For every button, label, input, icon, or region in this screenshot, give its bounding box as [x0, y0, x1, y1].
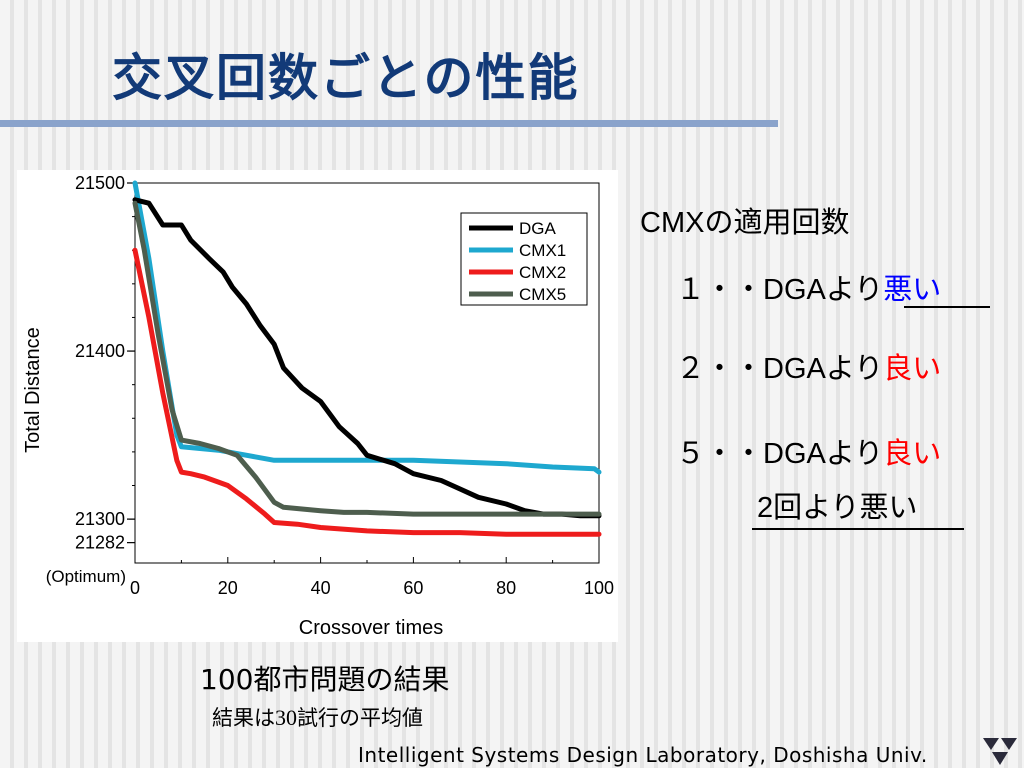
subcaption-prefix: 結果は — [212, 706, 275, 730]
x-tick-label: 0 — [130, 578, 140, 598]
optimum-label: (Optimum) — [46, 567, 126, 586]
y-tick-label: 21400 — [75, 341, 125, 361]
chart-subcaption: 結果は30試行の平均値 — [212, 702, 423, 732]
lab-logo — [983, 738, 1017, 765]
result-item-3: ５・・DGAより良い — [676, 430, 941, 472]
chart-caption: 100都市問題の結果 — [200, 663, 450, 696]
result-label-1: １・・DGAより — [676, 274, 884, 306]
series-line-cmx5 — [132, 200, 602, 517]
result-label-3: ５・・DGAより — [676, 438, 884, 470]
title-underline — [0, 120, 778, 127]
result-verdict-1: 悪い — [883, 272, 942, 306]
x-tick-label: 20 — [218, 578, 238, 598]
legend-label-cmx2: CMX2 — [519, 263, 566, 282]
line-chart: 21500 21400 21300 21282 0 20 40 60 80 100 Total … — [22, 173, 614, 639]
x-tick-label: 100 — [584, 578, 614, 598]
x-tick-label: 80 — [496, 578, 516, 598]
result-verdict-2: 良い — [883, 351, 942, 385]
series-line-cmx2 — [132, 247, 602, 537]
result-item-2: ２・・DGAより良い — [676, 345, 941, 387]
verdict-underline-1 — [904, 306, 990, 308]
subcaption-suffix: 試行の平均値 — [297, 706, 423, 730]
slide-title: 交叉回数ごとの性能 — [112, 49, 580, 107]
y-axis-label: Total Distance — [22, 327, 44, 453]
result-item-1: １・・DGAより悪い — [676, 266, 941, 308]
y-tick-label: 21300 — [75, 509, 125, 529]
legend: DGA CMX1 CMX2 CMX5 — [460, 212, 588, 306]
side-heading: CMXの適用回数 — [640, 207, 850, 239]
legend-label-cmx5: CMX5 — [519, 285, 566, 304]
result-verdict-3: 良い — [883, 436, 942, 470]
legend-label-dga: DGA — [519, 219, 557, 238]
x-axis-label: Crossover times — [299, 617, 443, 639]
chart-panel: 21500 21400 21300 21282 0 20 40 60 80 100 Total … — [17, 170, 618, 642]
y-tick-label: 21500 — [75, 173, 125, 193]
result-note: 2回より悪い — [757, 492, 918, 524]
x-tick-label: 40 — [311, 578, 331, 598]
note-underline — [752, 528, 964, 530]
subcaption-number: 30 — [275, 705, 297, 730]
y-tick-label: 21282 — [75, 533, 125, 553]
footer-text: Intelligent Systems Design Laboratory, D… — [358, 743, 928, 767]
legend-label-cmx1: CMX1 — [519, 241, 566, 260]
series-line-dga — [132, 197, 602, 519]
result-label-2: ２・・DGAより — [676, 353, 884, 385]
x-tick-label: 60 — [403, 578, 423, 598]
